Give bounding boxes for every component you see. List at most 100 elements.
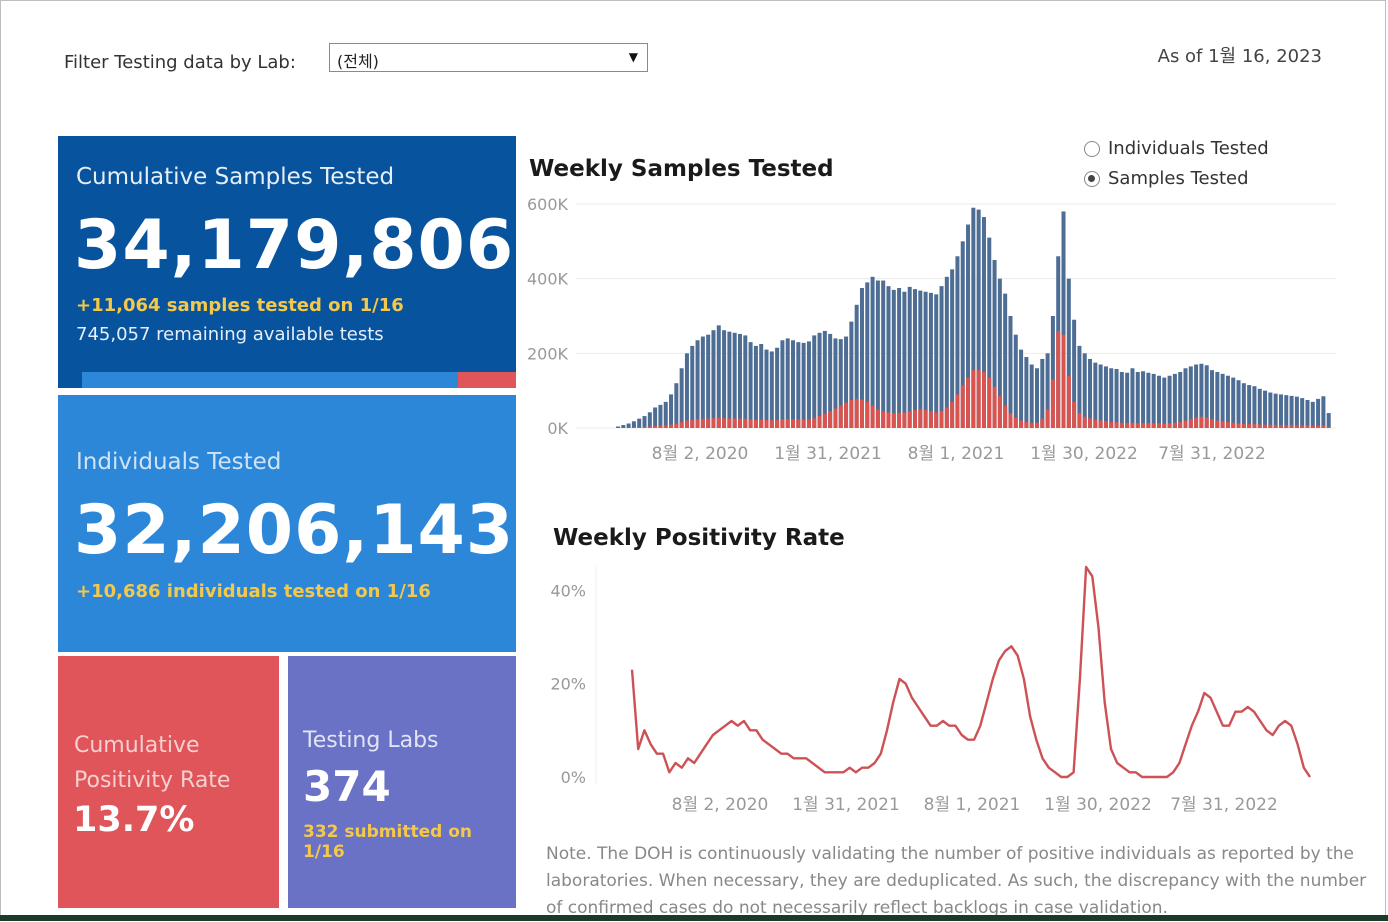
samples-bar bbox=[770, 351, 774, 428]
positive-bar bbox=[1263, 425, 1267, 428]
samples-bar bbox=[1327, 413, 1331, 428]
positive-bar bbox=[1231, 423, 1235, 428]
samples-bar bbox=[1146, 373, 1150, 428]
positive-bar bbox=[1210, 419, 1214, 428]
toggle-individuals-tested[interactable]: Individuals Tested bbox=[1084, 138, 1269, 159]
positive-bar bbox=[1062, 335, 1066, 428]
positive-bar bbox=[690, 420, 694, 428]
positive-bar bbox=[658, 426, 662, 428]
samples-bar bbox=[780, 340, 784, 428]
x-tick-label: 8월 2, 2020 bbox=[672, 795, 769, 815]
positive-bar bbox=[706, 419, 710, 428]
samples-bar bbox=[727, 332, 731, 428]
samples-bar bbox=[1040, 359, 1044, 428]
samples-bar bbox=[1305, 400, 1309, 428]
toggle-samples-tested[interactable]: Samples Tested bbox=[1084, 168, 1249, 189]
samples-bar bbox=[711, 330, 715, 428]
positive-bar bbox=[971, 370, 975, 428]
samples-bar bbox=[918, 291, 922, 428]
positive-bar bbox=[913, 410, 917, 428]
positive-bar bbox=[860, 400, 864, 428]
kpi-delta: +11,064 samples tested on 1/16 bbox=[76, 295, 404, 316]
positive-bar bbox=[1258, 424, 1262, 428]
positive-bar bbox=[717, 418, 721, 428]
positive-bar bbox=[1046, 409, 1050, 428]
samples-bar bbox=[897, 288, 901, 428]
samples-bar bbox=[902, 292, 906, 428]
samples-bar bbox=[749, 342, 753, 428]
positive-bar bbox=[1030, 423, 1034, 428]
positive-bar bbox=[855, 399, 859, 428]
samples-bar bbox=[1008, 316, 1012, 428]
positive-bar bbox=[1146, 423, 1150, 428]
positive-bar bbox=[934, 412, 938, 428]
positive-bar bbox=[1051, 379, 1055, 428]
samples-bar bbox=[929, 293, 933, 428]
weekly-samples-title: Weekly Samples Tested bbox=[529, 156, 834, 182]
positive-bar bbox=[902, 412, 906, 428]
kpi-tile-cumulative-samples[interactable]: Cumulative Samples Tested 34,179,806 +11… bbox=[58, 136, 516, 388]
kpi-title: Testing Labs bbox=[303, 728, 439, 753]
positive-bar bbox=[1237, 424, 1241, 428]
samples-bar bbox=[940, 286, 944, 428]
bottom-border bbox=[0, 915, 1388, 921]
samples-bar bbox=[1024, 357, 1028, 428]
positive-bar bbox=[791, 419, 795, 428]
lab-filter-dropdown[interactable]: (전체) ▼ bbox=[329, 43, 648, 72]
kpi-title: Cumulative Samples Tested bbox=[76, 164, 394, 190]
samples-bar bbox=[643, 416, 647, 428]
positive-bar bbox=[812, 418, 816, 428]
positive-bar bbox=[1136, 423, 1140, 428]
positive-bar bbox=[1162, 424, 1166, 428]
samples-bar bbox=[706, 335, 710, 428]
samples-bar bbox=[881, 281, 885, 428]
positive-bar bbox=[1284, 425, 1288, 428]
positive-bar bbox=[1242, 424, 1246, 428]
samples-bar bbox=[1295, 397, 1299, 428]
samples-bar bbox=[1109, 368, 1113, 428]
positive-bar bbox=[1125, 423, 1129, 428]
samples-bar bbox=[934, 294, 938, 428]
positive-bar bbox=[780, 419, 784, 428]
positive-bar bbox=[966, 378, 970, 428]
samples-bar bbox=[1035, 368, 1039, 428]
kpi-tile-positivity-rate[interactable]: Cumulative Positivity Rate 13.7% bbox=[58, 656, 279, 908]
positive-bar bbox=[1205, 418, 1209, 428]
positive-bar bbox=[1189, 419, 1193, 428]
y-tick-label: 40% bbox=[550, 581, 586, 600]
positive-bar bbox=[1109, 422, 1113, 428]
kpi-tile-individuals-tested[interactable]: Individuals Tested 32,206,143 +10,686 in… bbox=[58, 395, 516, 652]
positive-bar bbox=[1300, 425, 1304, 428]
samples-bar bbox=[743, 335, 747, 428]
positive-bar bbox=[929, 411, 933, 428]
samples-bar bbox=[765, 350, 769, 428]
samples-bar bbox=[696, 340, 700, 428]
samples-bar bbox=[1014, 335, 1018, 428]
used-tests-fill bbox=[82, 372, 458, 388]
samples-bar bbox=[1157, 376, 1161, 428]
weekly-positivity-title: Weekly Positivity Rate bbox=[553, 525, 845, 551]
samples-bar bbox=[1136, 372, 1140, 428]
positive-bar bbox=[648, 426, 652, 428]
samples-bar bbox=[674, 383, 678, 428]
remaining-tests-fill bbox=[458, 372, 516, 388]
samples-bar bbox=[1168, 376, 1172, 428]
samples-bar bbox=[796, 342, 800, 428]
samples-bar bbox=[1242, 383, 1246, 428]
samples-bar bbox=[685, 353, 689, 428]
positive-bar bbox=[1252, 424, 1256, 428]
samples-bar bbox=[1083, 353, 1087, 428]
samples-bar bbox=[913, 289, 917, 428]
positive-bar bbox=[1024, 422, 1028, 428]
positive-bar bbox=[674, 424, 678, 428]
positive-bar bbox=[653, 426, 657, 428]
samples-bar bbox=[1178, 372, 1182, 428]
radio-selected-icon bbox=[1084, 171, 1100, 187]
samples-bar bbox=[876, 281, 880, 428]
samples-bar bbox=[871, 277, 875, 428]
y-tick-label: 0% bbox=[561, 768, 586, 787]
positive-bar bbox=[1035, 423, 1039, 428]
kpi-tile-testing-labs[interactable]: Testing Labs 374 332 submitted on 1/16 bbox=[288, 656, 516, 908]
